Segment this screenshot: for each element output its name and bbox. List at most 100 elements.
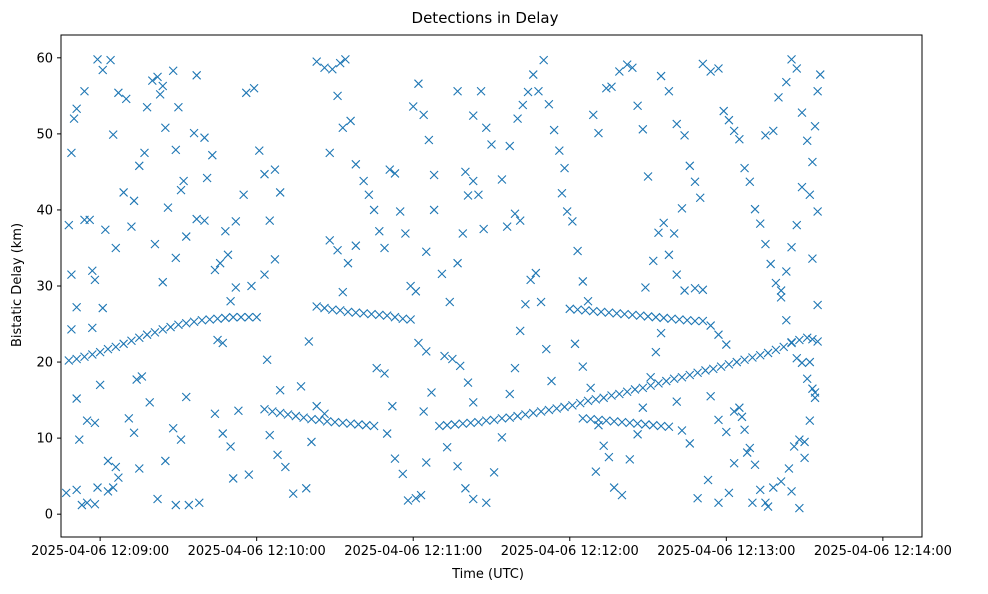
data-point (145, 397, 155, 407)
data-point (601, 416, 611, 426)
data-point (523, 87, 533, 97)
y-tick-label: 20 (36, 356, 53, 371)
data-point (502, 222, 512, 232)
data-point (805, 357, 815, 367)
data-point (815, 70, 825, 79)
data-point (111, 462, 121, 472)
data-point (633, 419, 642, 429)
data-point (236, 312, 246, 322)
data-point (447, 354, 457, 364)
data-point (810, 388, 820, 397)
data-point (693, 368, 703, 378)
data-point (129, 428, 139, 438)
data-point (641, 420, 650, 429)
data-point (781, 77, 791, 87)
data-point (654, 228, 663, 238)
data-point (528, 70, 538, 79)
plot-area: 2025-04-06 12:09:00 2025-04-06 12:10:00 20… (31, 34, 952, 559)
y-tick-label: 0 (45, 508, 53, 523)
data-point (794, 435, 804, 445)
data-point (213, 335, 222, 345)
data-point (87, 350, 97, 359)
data-point (672, 270, 682, 279)
data-point (474, 190, 483, 200)
data-point (325, 148, 335, 158)
data-point (67, 148, 76, 158)
data-point (755, 485, 765, 495)
data-point (265, 430, 275, 440)
data-point (481, 123, 491, 133)
data-point (547, 376, 556, 386)
data-point (742, 448, 752, 457)
data-point (181, 232, 191, 241)
data-point (103, 486, 113, 496)
data-point (729, 407, 739, 416)
data-point (314, 415, 324, 425)
data-point (325, 235, 335, 245)
data-point (643, 312, 653, 321)
data-point (583, 296, 593, 306)
data-point (474, 417, 483, 427)
x-tick-label: 2025-04-06 12:10:00 (188, 544, 326, 559)
data-point (628, 310, 637, 320)
data-point (260, 270, 269, 279)
data-point (701, 366, 710, 375)
data-point (734, 403, 744, 413)
data-point (119, 339, 129, 349)
data-point (244, 470, 254, 480)
data-point (601, 83, 611, 93)
data-point (299, 413, 309, 422)
data-point (390, 169, 400, 178)
data-point (481, 416, 491, 426)
data-point (455, 361, 465, 371)
data-point (651, 312, 661, 322)
data-point (776, 286, 786, 295)
data-point (80, 352, 89, 362)
data-point (401, 229, 410, 238)
data-point (677, 372, 687, 382)
data-point (150, 328, 160, 337)
data-point (322, 416, 332, 426)
data-point (787, 242, 796, 252)
data-point (750, 460, 760, 470)
data-point (664, 86, 674, 96)
data-point (716, 362, 726, 372)
data-point (797, 358, 807, 368)
data-point (740, 355, 749, 365)
data-point (127, 336, 136, 346)
data-point (343, 258, 353, 268)
data-point (748, 498, 757, 508)
data-point (481, 498, 491, 508)
data-point (737, 412, 747, 422)
data-point (354, 420, 363, 429)
data-point (497, 432, 507, 442)
data-point (567, 401, 577, 410)
data-point (252, 312, 262, 322)
data-point (398, 314, 408, 324)
data-point (813, 300, 823, 310)
data-point (724, 115, 734, 125)
data-point (755, 219, 765, 229)
data-point (633, 101, 642, 111)
data-point (672, 397, 682, 407)
data-point (740, 425, 749, 435)
data-point (526, 275, 536, 285)
data-point (596, 307, 606, 317)
data-point (380, 369, 389, 378)
data-point (64, 356, 74, 365)
data-point (505, 389, 515, 399)
data-point (414, 338, 423, 348)
y-axis-label: Bistatic Delay (km) (10, 223, 25, 347)
data-point (72, 485, 82, 495)
data-point (714, 64, 723, 73)
data-point (168, 66, 178, 76)
data-point (528, 408, 538, 418)
data-point (771, 345, 781, 355)
data-point (100, 225, 110, 235)
data-point (77, 500, 87, 510)
data-point (98, 303, 108, 313)
data-point (724, 488, 734, 498)
data-point (513, 114, 522, 124)
data-point (406, 315, 416, 324)
